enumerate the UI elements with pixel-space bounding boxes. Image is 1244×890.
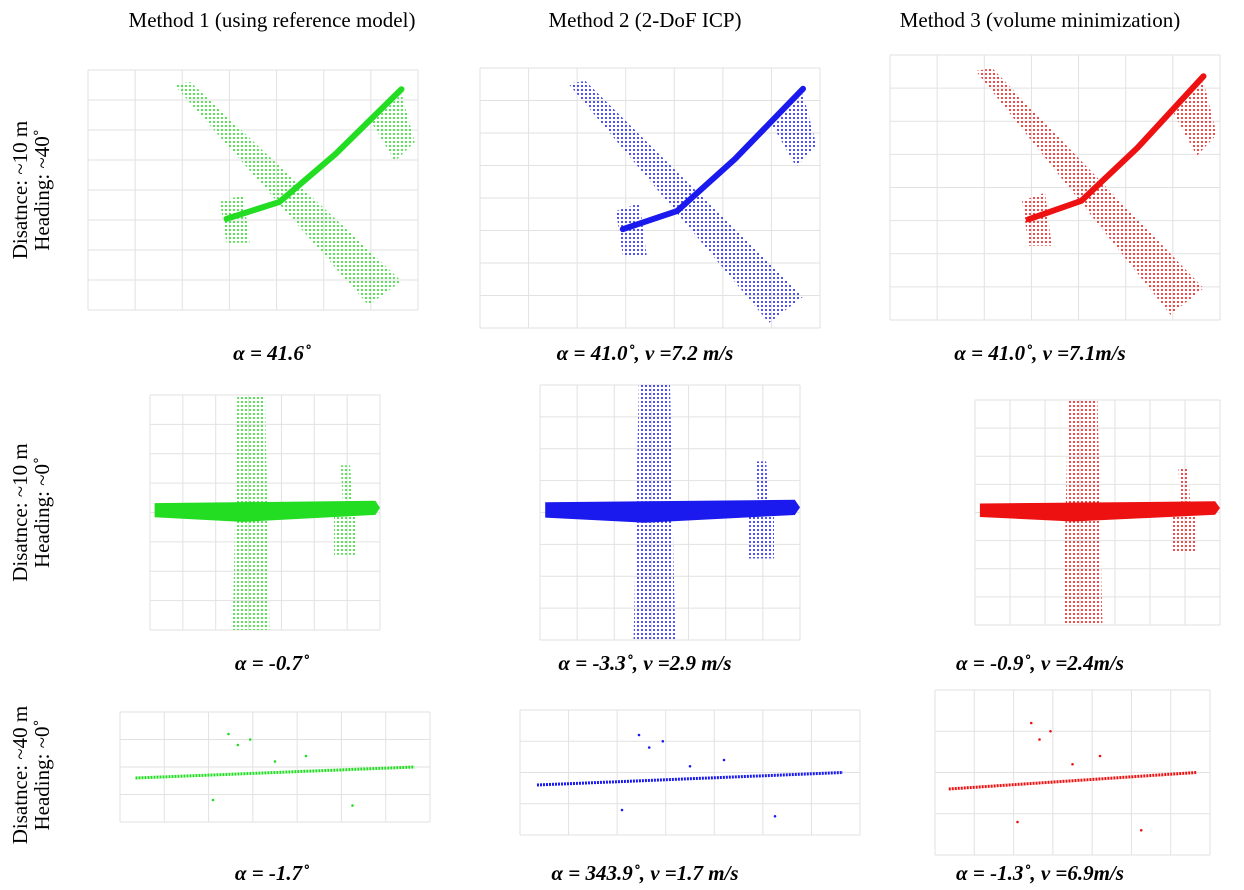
point [662,740,665,743]
figure: Method 1 (using reference model) Method … [0,0,1244,890]
fuselage [136,767,415,778]
caption: α = 41.6˚ [233,341,311,365]
point [774,815,777,818]
row-label: Heading: ~40˚ [30,129,54,251]
point-cloud-panel [540,385,800,640]
point [1016,821,1019,824]
point [351,804,354,807]
point-cloud-panel [975,400,1220,625]
column-header: Method 1 (using reference model) [129,8,416,32]
tail [1171,513,1196,554]
point-cloud-panel [520,710,860,835]
row-label: Disatnce: ~10 m [8,443,32,582]
caption: α = -1.7˚ [235,861,309,885]
point [227,733,230,736]
row-label: Heading: ~0˚ [30,719,54,830]
column-header: Method 2 (2-DoF ICP) [548,8,741,32]
point [689,765,692,768]
point [1049,730,1052,733]
tail [772,94,816,167]
point-cloud-panel [150,395,380,630]
caption: α = -0.7˚ [235,651,309,675]
point [1071,763,1074,766]
row-label: Disatnce: ~10 m [8,121,32,260]
point-cloud-panel [480,68,820,328]
point [212,799,215,802]
row-label: Disatnce: ~40 m [8,706,32,845]
tail [372,94,415,161]
point [648,746,651,749]
point [1038,738,1041,741]
row-label: Heading: ~0˚ [30,457,54,568]
caption: α = -0.9˚, v =2.4m/s [956,651,1124,675]
fuselage [949,773,1197,790]
point [621,809,624,812]
caption: α = -1.3˚, v =6.9m/s [956,861,1124,885]
caption: α = 343.9˚, v =1.7 m/s [551,861,738,885]
point [305,755,308,758]
caption: α = 41.0˚, v =7.1m/s [954,341,1125,365]
point [1140,829,1143,832]
point [723,759,726,762]
point [274,760,277,763]
point [1030,722,1033,725]
panels [88,55,1220,855]
point [249,738,252,741]
point-cloud-panel [120,712,430,822]
point [638,734,641,737]
caption: α = -3.3˚, v =2.9 m/s [558,651,731,675]
tail [334,513,357,555]
column-header: Method 3 (volume minimization) [900,8,1181,32]
point [1099,755,1102,758]
point-cloud-panel [890,55,1220,320]
tail [1174,82,1217,156]
point-cloud-panel [88,70,418,310]
caption: α = 41.0˚, v =7.2 m/s [557,341,734,365]
point-cloud-panel [935,690,1210,855]
point [237,744,240,747]
fuselage [537,773,843,786]
tail [748,513,774,559]
